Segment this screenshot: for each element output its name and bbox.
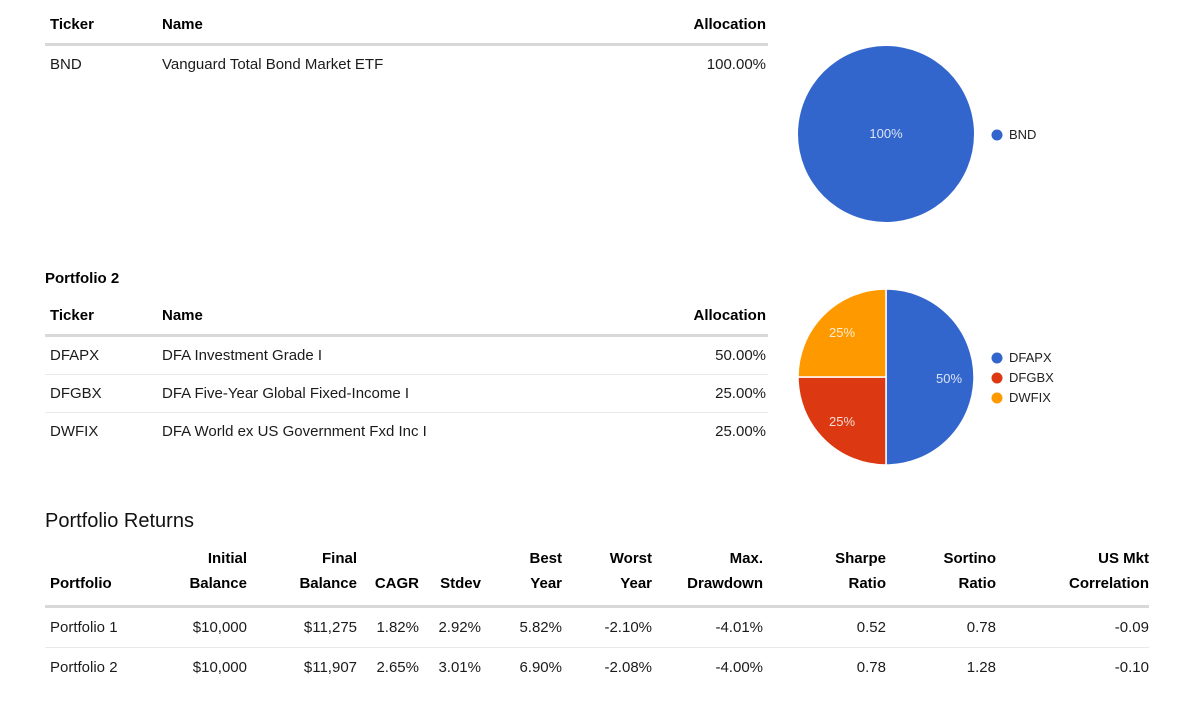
legend-dot-red-icon [991,372,1003,383]
sharpe-ratio-cell: 0.52 [856,619,886,636]
table-row: BND Vanguard Total Bond Market ETF 100.0… [45,45,768,84]
stdev-cell: 3.01% [419,647,481,687]
pie-slice-label: 25% [829,325,855,340]
final-balance-cell: $11,907 [247,647,357,687]
worst-year-column-header: Worst Year [562,546,652,608]
us-mkt-correlation-cell: -0.10 [996,647,1149,687]
allocation-table-portfolio1: Ticker Name Allocation BND Vanguard Tota… [45,12,768,83]
final-balance-column-header: Final Balance [247,546,357,608]
best-year-cell: 6.90% [481,647,562,687]
sortino-ratio-cell: 0.78 [966,619,996,636]
allocation-column-header: Allocation [638,303,768,337]
ticker-column-header: Ticker [45,303,157,337]
allocation-table-portfolio2: Ticker Name Allocation DFAPX DFA Investm… [45,303,768,450]
pie-chart-portfolio2: 50% 25% 25% [797,288,975,466]
legend-item-dwfix: DWFIX [991,391,1054,404]
legend-label: BND [1009,127,1037,142]
pie-slice-bnd[interactable] [798,46,974,222]
max-drawdown-column-header: Max. Drawdown [652,546,763,608]
sharpe-ratio-column-header: Sharpe Ratio [763,546,886,608]
name-column-header: Name [157,12,638,46]
stdev-cell: 2.92% [438,619,481,636]
table-row: DFAPX DFA Investment Grade I 50.00% [45,336,768,375]
cagr-column-header: CAGR [357,546,419,608]
portfolio-returns-table: Portfolio Initial Balance Final Balance … [45,546,1149,687]
table-row: Portfolio 1 $10,000 $11,275 1.82% 2.92% … [45,607,1149,648]
pie-slice-label: 100% [869,126,903,141]
allocation-cell: 50.00% [715,347,766,364]
allocation-header-row: Ticker Name Allocation [45,303,768,337]
sharpe-ratio-cell: 0.78 [763,647,886,687]
ticker-cell: DWFIX [45,412,157,450]
legend-label: DWFIX [1009,390,1051,405]
sortino-ratio-cell: 1.28 [886,647,996,687]
fund-name-cell: Vanguard Total Bond Market ETF [162,56,384,73]
legend-label: DFGBX [1009,370,1054,385]
pie-legend-portfolio1: BND [991,128,1036,148]
final-balance-cell: $11,275 [303,619,357,636]
portfolio-name-cell: Portfolio 1 [50,619,118,636]
pie-slice-dwfix[interactable] [797,288,887,378]
legend-item-bnd: BND [991,128,1036,141]
legend-dot-blue-icon [991,129,1003,140]
ticker-column-header: Ticker [45,12,157,46]
worst-year-cell: -2.10% [604,619,652,636]
legend-item-dfapx: DFAPX [991,351,1054,364]
allocation-cell: 100.00% [706,56,766,73]
us-mkt-correlation-cell: -0.09 [1114,619,1149,636]
table-row: Portfolio 2 $10,000 $11,907 2.65% 3.01% … [45,647,1149,687]
ticker-cell: DFAPX [50,347,100,364]
stdev-column-header: Stdev [419,546,481,608]
legend-dot-orange-icon [991,392,1003,403]
pie-slice-dfgbx[interactable] [797,376,887,466]
portfolio-returns-heading: Portfolio Returns [45,510,194,532]
pie-chart-portfolio1: 100% [798,46,974,222]
max-drawdown-cell: -4.01% [715,619,763,636]
ticker-cell: DFGBX [45,374,157,413]
best-year-column-header: Best Year [481,546,562,608]
name-column-header: Name [157,303,638,337]
portfolio-column-header: Portfolio [45,546,150,608]
pie-slice-label: 25% [829,414,855,429]
cagr-cell: 2.65% [357,647,419,687]
fund-name-cell: DFA Five-Year Global Fixed-Income I [157,374,638,413]
allocation-header-row: Ticker Name Allocation [45,12,768,46]
best-year-cell: 5.82% [519,619,562,636]
allocation-cell: 25.00% [638,374,768,413]
us-mkt-correlation-column-header: US Mkt Correlation [996,546,1149,608]
legend-label: DFAPX [1009,350,1052,365]
worst-year-cell: -2.08% [562,647,652,687]
fund-name-cell: DFA Investment Grade I [162,347,323,364]
ticker-cell: BND [50,56,82,73]
cagr-cell: 1.82% [376,619,419,636]
portfolio-name-cell: Portfolio 2 [45,647,150,687]
table-row: DFGBX DFA Five-Year Global Fixed-Income … [45,374,768,413]
initial-balance-column-header: Initial Balance [150,546,247,608]
legend-item-dfgbx: DFGBX [991,371,1054,384]
initial-balance-cell: $10,000 [150,647,247,687]
pie-slice-dfapx[interactable] [885,288,975,466]
pie-slice-label: 50% [936,371,962,386]
returns-header-row: Portfolio Initial Balance Final Balance … [45,546,1149,608]
sortino-ratio-column-header: Sortino Ratio [886,546,996,608]
table-row: DWFIX DFA World ex US Government Fxd Inc… [45,412,768,450]
pie-legend-portfolio2: DFAPX DFGBX DWFIX [991,351,1054,411]
fund-name-cell: DFA World ex US Government Fxd Inc I [157,412,638,450]
allocation-column-header: Allocation [638,12,768,46]
legend-dot-blue-icon [991,352,1003,363]
allocation-cell: 25.00% [638,412,768,450]
initial-balance-cell: $10,000 [192,619,247,636]
portfolio-2-heading: Portfolio 2 [45,270,120,287]
max-drawdown-cell: -4.00% [652,647,763,687]
